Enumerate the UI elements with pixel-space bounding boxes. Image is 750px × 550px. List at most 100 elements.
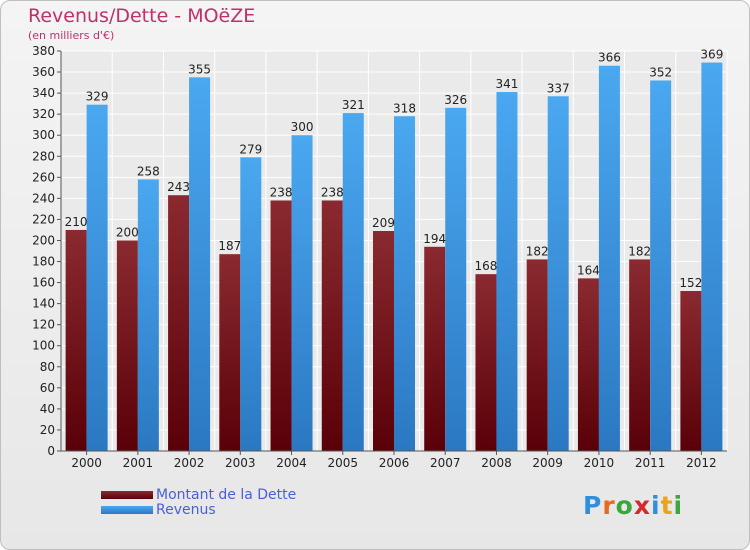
x-tick-label: 2011 <box>635 456 666 470</box>
y-tick-label: 360 <box>32 65 55 79</box>
y-tick-label: 240 <box>32 191 55 205</box>
proxiti-logo: Proxiti <box>583 491 683 520</box>
data-label-debt: 210 <box>65 215 88 229</box>
bar-debt-2004 <box>270 200 292 451</box>
y-tick-label: 320 <box>32 107 55 121</box>
data-label-debt: 168 <box>475 259 498 273</box>
logo-letter: o <box>615 491 634 520</box>
y-tick-label: 60 <box>40 381 55 395</box>
x-tick-label: 2012 <box>686 456 717 470</box>
x-tick-label: 2001 <box>123 456 154 470</box>
data-label-debt: 209 <box>372 216 395 230</box>
data-label-revenus: 337 <box>547 81 570 95</box>
y-tick-label: 20 <box>40 423 55 437</box>
data-label-debt: 187 <box>218 239 241 253</box>
bar-revenus-2001 <box>137 179 159 451</box>
data-label-revenus: 318 <box>393 101 416 115</box>
x-tick-label: 2005 <box>327 456 358 470</box>
bar-revenus-2000 <box>86 104 108 452</box>
data-label-debt: 182 <box>526 244 549 258</box>
x-tick-label: 2008 <box>481 456 512 470</box>
y-tick-label: 160 <box>32 276 55 290</box>
bar-debt-2001 <box>116 240 138 451</box>
bar-revenus-2004 <box>291 135 313 452</box>
bar-debt-2011 <box>629 259 651 451</box>
bar-debt-2006 <box>373 231 394 451</box>
y-tick-label: 200 <box>32 233 55 247</box>
data-label-debt: 238 <box>270 185 293 199</box>
bar-debt-2010 <box>577 278 599 451</box>
legend-label-revenus: Revenus <box>156 502 216 518</box>
data-label-debt: 182 <box>628 244 651 258</box>
y-tick-label: 340 <box>32 86 55 100</box>
y-tick-label: 0 <box>47 444 55 458</box>
bar-debt-2008 <box>475 274 497 451</box>
y-tick-label: 180 <box>32 255 55 269</box>
bar-debt-2005 <box>321 200 343 451</box>
data-label-debt: 194 <box>423 232 446 246</box>
chart-title: Revenus/Dette - MOëZE <box>28 5 256 27</box>
x-tick-label: 2003 <box>225 456 256 470</box>
logo-letter: r <box>602 491 616 520</box>
data-label-debt: 152 <box>679 276 702 290</box>
y-tick-label: 280 <box>32 149 55 163</box>
bar-debt-2002 <box>168 195 190 451</box>
bar-revenus-2012 <box>701 62 723 451</box>
data-label-debt: 243 <box>167 180 190 194</box>
bar-revenus-2008 <box>496 92 518 451</box>
y-tick-label: 300 <box>32 128 55 142</box>
logo-letter: i <box>651 491 661 520</box>
logo-letter: t <box>660 491 674 520</box>
y-tick-label: 120 <box>32 318 55 332</box>
bar-revenus-2011 <box>650 80 672 451</box>
y-tick-label: 140 <box>32 297 55 311</box>
x-tick-label: 2000 <box>71 456 102 470</box>
data-label-revenus: 329 <box>86 90 109 104</box>
logo-letter: x <box>633 491 651 520</box>
x-tick-label: 2007 <box>430 456 461 470</box>
y-tick-label: 380 <box>32 44 55 58</box>
data-label-revenus: 352 <box>649 65 672 79</box>
chart-subtitle: (en milliers d'€) <box>28 29 115 42</box>
y-tick-label: 220 <box>32 212 55 226</box>
bar-revenus-2002 <box>189 77 211 451</box>
data-label-revenus: 355 <box>188 62 211 76</box>
y-tick-label: 100 <box>32 339 55 353</box>
bar-debt-2009 <box>526 259 548 451</box>
x-tick-label: 2002 <box>174 456 205 470</box>
x-tick-label: 2006 <box>379 456 410 470</box>
legend-label-debt: Montant de la Dette <box>156 487 297 503</box>
data-label-revenus: 369 <box>700 48 723 62</box>
bar-revenus-2007 <box>445 107 467 451</box>
data-label-revenus: 341 <box>496 77 519 91</box>
bar-debt-2003 <box>219 254 241 451</box>
data-label-revenus: 258 <box>137 164 160 178</box>
bar-debt-2007 <box>424 246 446 451</box>
legend-swatch-debt <box>101 491 153 499</box>
y-tick-label: 80 <box>40 360 55 374</box>
data-label-revenus: 279 <box>239 142 262 156</box>
x-tick-label: 2009 <box>532 456 563 470</box>
logo-letter: P <box>583 491 603 520</box>
bar-revenus-2009 <box>547 96 569 452</box>
bar-revenus-2006 <box>394 116 415 452</box>
data-label-revenus: 300 <box>291 120 314 134</box>
bar-revenus-2010 <box>598 65 620 451</box>
data-label-revenus: 321 <box>342 98 365 112</box>
data-label-revenus: 366 <box>598 51 621 65</box>
data-label-debt: 164 <box>577 263 600 277</box>
logo-letter: i <box>673 491 684 520</box>
bar-debt-2000 <box>65 229 87 451</box>
x-tick-label: 2004 <box>276 456 307 470</box>
bar-revenus-2003 <box>240 157 262 451</box>
y-tick-label: 260 <box>32 170 55 184</box>
data-label-debt: 238 <box>321 185 344 199</box>
x-tick-label: 2010 <box>584 456 615 470</box>
bar-debt-2012 <box>680 291 702 451</box>
bar-revenus-2005 <box>342 113 364 452</box>
data-label-revenus: 326 <box>444 93 467 107</box>
legend-swatch-revenus <box>101 506 153 514</box>
y-tick-label: 40 <box>40 402 55 416</box>
